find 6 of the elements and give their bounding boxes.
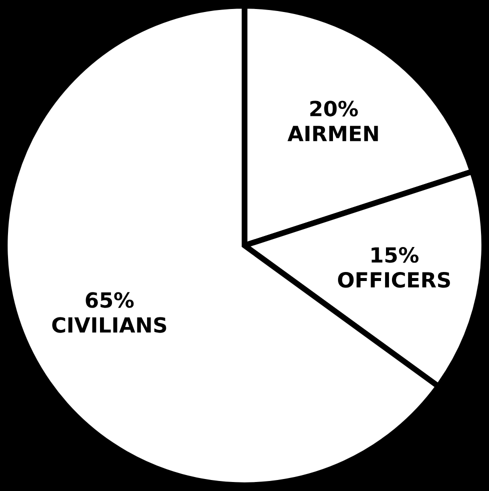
data-label: 20% <box>310 100 358 116</box>
slice-label: CIVILIANS <box>52 317 166 333</box>
data-label: 65% <box>86 292 134 308</box>
slice-label: OFFICERS <box>338 272 450 288</box>
data-label: 15% <box>372 247 418 263</box>
slice-label: AIRMEN <box>288 126 378 142</box>
